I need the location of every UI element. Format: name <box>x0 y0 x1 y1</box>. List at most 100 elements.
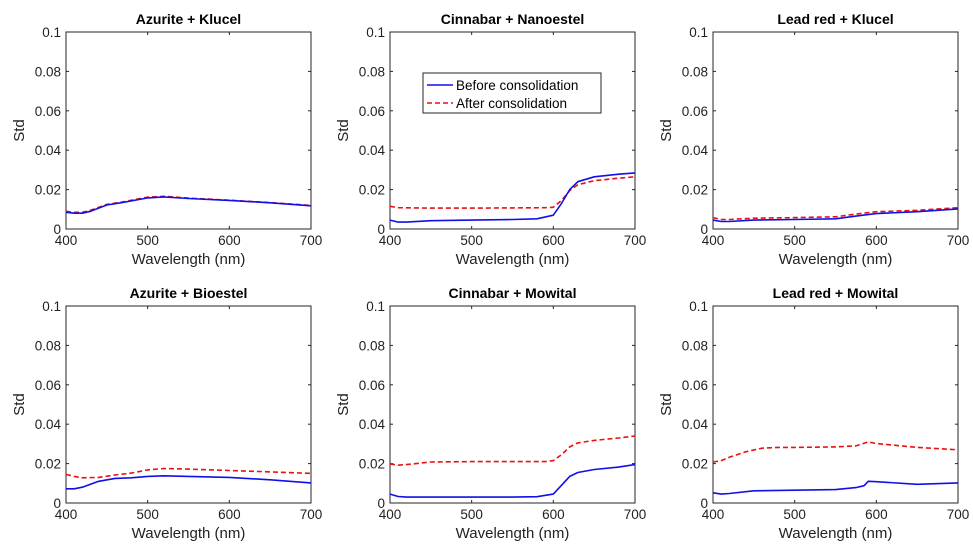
x-tick-label: 600 <box>218 233 241 248</box>
x-tick-label: 600 <box>865 507 888 522</box>
y-tick-label: 0.02 <box>682 183 708 198</box>
x-tick-label: 700 <box>300 233 323 248</box>
y-tick-label: 0.02 <box>359 183 385 198</box>
chart-title: Cinnabar + Mowital <box>449 285 577 301</box>
y-tick-label: 0.08 <box>359 64 385 79</box>
y-tick-label: 0.06 <box>682 104 708 119</box>
chart-title: Lead red + Klucel <box>777 11 893 27</box>
y-tick-label: 0.08 <box>359 338 385 353</box>
x-tick-label: 500 <box>783 507 806 522</box>
y-tick-label: 0 <box>377 222 385 237</box>
y-tick-label: 0.08 <box>682 64 708 79</box>
y-tick-label: 0.1 <box>689 299 708 314</box>
y-tick-label: 0.08 <box>682 338 708 353</box>
x-tick-label: 500 <box>136 507 159 522</box>
y-tick-label: 0 <box>53 222 61 237</box>
series-line-before-consolidation <box>712 480 959 495</box>
y-tick-label: 0 <box>700 496 708 511</box>
y-tick-label: 0 <box>53 496 61 511</box>
y-tick-label: 0.02 <box>35 183 61 198</box>
y-tick-label: 0.1 <box>42 299 61 314</box>
x-tick-label: 500 <box>460 507 483 522</box>
legend-label: After consolidation <box>456 96 567 111</box>
y-axis-label: Std <box>11 119 28 142</box>
axes-box <box>389 31 636 230</box>
axes-box <box>712 305 959 504</box>
series-line-before-consolidation <box>389 172 636 223</box>
x-axis-label: Wavelength (nm) <box>132 525 246 542</box>
series-line-before-consolidation <box>66 474 312 490</box>
y-tick-label: 0.04 <box>35 143 62 158</box>
subplot-2: 0 0.02 0.04 0.06 0.08 0.1 400 500 600 700 Cinnabar… <box>335 11 646 268</box>
axes-box <box>389 305 636 504</box>
chart-title: Azurite + Klucel <box>136 11 241 27</box>
y-tick-label: 0.1 <box>366 299 385 314</box>
series-line-after-consolidation <box>712 441 959 463</box>
x-axis-label: Wavelength (nm) <box>456 251 570 268</box>
y-tick-label: 0.04 <box>359 143 386 158</box>
y-tick-label: 0 <box>700 222 708 237</box>
x-tick-label: 400 <box>379 233 402 248</box>
y-axis-label: Std <box>658 119 675 142</box>
legend-label: Before consolidation <box>456 78 578 93</box>
series-line-before-consolidation <box>712 208 959 223</box>
y-axis-label: Std <box>335 393 352 416</box>
series-line-after-consolidation <box>65 467 312 479</box>
axes-box <box>712 31 959 230</box>
y-tick-label: 0.02 <box>35 457 61 472</box>
x-tick-label: 400 <box>55 507 78 522</box>
legend-box <box>422 72 602 114</box>
y-tick-label: 0.06 <box>359 104 385 119</box>
chart-title: Lead red + Mowital <box>773 285 899 301</box>
y-tick-label: 0.06 <box>359 378 385 393</box>
legend: Before consolidation After consolidation <box>422 72 602 114</box>
y-tick-label: 0.02 <box>682 457 708 472</box>
x-tick-label: 700 <box>300 507 323 522</box>
x-axis-label: Wavelength (nm) <box>779 525 893 542</box>
x-tick-label: 400 <box>55 233 78 248</box>
x-tick-label: 400 <box>379 507 402 522</box>
subplot-6: 0 0.02 0.04 0.06 0.08 0.1 400 500 600 700 Lead red… <box>658 285 969 542</box>
subplot-1: 0 0.02 0.04 0.06 0.08 0.1 400 500 600 700 Azurite … <box>11 11 322 268</box>
subplot-4: 0 0.02 0.04 0.06 0.08 0.1 400 500 600 700 Azurite … <box>11 285 322 542</box>
series-line-after-consolidation <box>389 435 636 467</box>
chart-title: Azurite + Bioestel <box>130 285 248 301</box>
subplot-3: 0 0.02 0.04 0.06 0.08 0.1 400 500 600 700 Lead red… <box>658 11 969 268</box>
x-tick-label: 600 <box>542 233 565 248</box>
x-tick-label: 700 <box>947 233 970 248</box>
x-tick-label: 700 <box>947 507 970 522</box>
y-tick-label: 0.04 <box>682 143 709 158</box>
x-axis-label: Wavelength (nm) <box>456 525 570 542</box>
x-axis-label: Wavelength (nm) <box>779 251 893 268</box>
x-tick-label: 500 <box>136 233 159 248</box>
subplot-5: 0 0.02 0.04 0.06 0.08 0.1 400 500 600 700 Cinnabar… <box>335 285 646 542</box>
x-tick-label: 400 <box>702 233 725 248</box>
y-tick-label: 0.04 <box>35 417 62 432</box>
y-tick-label: 0.08 <box>35 64 61 79</box>
y-tick-label: 0.1 <box>366 25 385 40</box>
series-line-after-consolidation <box>712 206 959 221</box>
x-tick-label: 600 <box>542 507 565 522</box>
x-axis-label: Wavelength (nm) <box>132 251 246 268</box>
y-tick-label: 0.1 <box>42 25 61 40</box>
x-tick-label: 500 <box>460 233 483 248</box>
y-tick-label: 0.08 <box>35 338 61 353</box>
y-axis-label: Std <box>11 393 28 416</box>
x-tick-label: 700 <box>624 233 647 248</box>
y-tick-label: 0 <box>377 496 385 511</box>
axes-box <box>65 31 312 230</box>
x-tick-label: 500 <box>783 233 806 248</box>
y-axis-label: Std <box>658 393 675 416</box>
chart-title: Cinnabar + Nanoestel <box>441 11 585 27</box>
y-tick-label: 0.06 <box>35 104 61 119</box>
x-tick-label: 600 <box>218 507 241 522</box>
x-tick-label: 400 <box>702 507 725 522</box>
y-tick-label: 0.06 <box>35 378 61 393</box>
y-tick-label: 0.02 <box>359 457 385 472</box>
y-tick-label: 0.04 <box>682 417 709 432</box>
y-tick-label: 0.06 <box>682 378 708 393</box>
series-line-after-consolidation <box>389 176 636 209</box>
series-line-before-consolidation <box>389 463 636 498</box>
y-tick-label: 0.04 <box>359 417 386 432</box>
